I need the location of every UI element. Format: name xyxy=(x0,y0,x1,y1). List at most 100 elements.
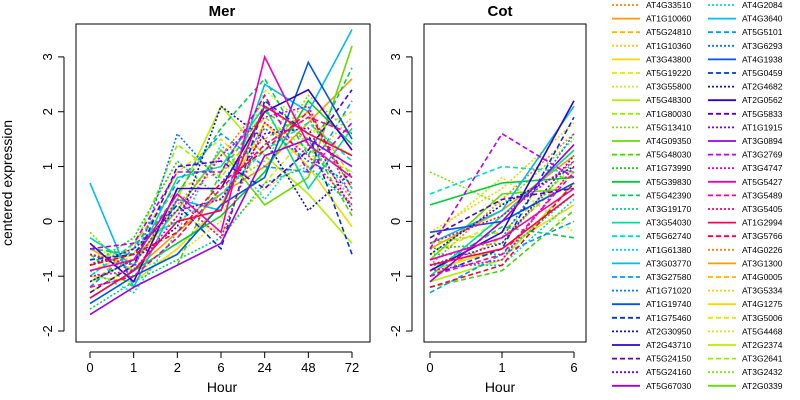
x-tick-label-cot: 6 xyxy=(570,360,577,375)
series-line-mer-28 xyxy=(89,127,353,266)
legend-item-label: AT5G5101 xyxy=(742,27,783,37)
legend-item-label: AT5G19220 xyxy=(646,68,691,78)
y-axis-cot: -2 -1 0 1 2 3 xyxy=(388,53,413,337)
legend-item-label: AT4G09350 xyxy=(646,136,691,146)
legend-item-label: AT2G4682 xyxy=(742,82,783,92)
legend-item-label: AT1G80030 xyxy=(646,109,691,119)
x-tick-label-mer: 1 xyxy=(130,360,137,375)
y-tick-label-mer: 3 xyxy=(40,53,55,60)
series-line-cot-31 xyxy=(429,166,575,272)
legend-item-label: AT4G0226 xyxy=(742,245,783,255)
series-line-mer-16 xyxy=(89,165,353,310)
x-axis-cot: 0 1 6 xyxy=(426,351,578,375)
panel-title-cot: Cot xyxy=(488,3,513,20)
legend-item-label: AT3G0894 xyxy=(742,136,783,146)
legend-item-label: AT5G24810 xyxy=(646,27,691,37)
legend-item-label: AT3G03770 xyxy=(646,258,691,268)
series-line-mer-23 xyxy=(89,60,353,305)
y-axis-title: centered expression xyxy=(0,120,15,246)
legend-item-label: AT1G73990 xyxy=(646,163,691,173)
series-line-mer-30 xyxy=(89,93,353,250)
panel-title-mer: Mer xyxy=(209,3,236,20)
legend-item-label: AT3G6293 xyxy=(742,41,783,51)
plot-frame-cot xyxy=(423,23,587,343)
legend-item-label: AT5G4468 xyxy=(742,326,783,336)
legend-item-label: AT3G5006 xyxy=(742,313,783,323)
legend-item-label: AT3G19170 xyxy=(646,204,691,214)
series-line-cot-7 xyxy=(429,176,575,239)
legend-item-label: AT5G13410 xyxy=(646,122,691,132)
legend-item-label: AT5G24150 xyxy=(646,354,691,364)
legend-item-label: AT3G5489 xyxy=(742,190,783,200)
legend-item-label: AT3G2769 xyxy=(742,150,783,160)
legend: AT4G33510 AT1G10060 AT5G24810 AT1G10360 AT3G… xyxy=(612,0,783,391)
series-line-mer-35 xyxy=(89,105,353,299)
y-tick-label-cot: 2 xyxy=(388,108,403,115)
legend-item-label: AT1G1915 xyxy=(742,122,783,132)
legend-item-label: AT2G0562 xyxy=(742,95,783,105)
legend-item-label: AT3G2432 xyxy=(742,367,783,377)
legend-item-label: AT5G5833 xyxy=(742,109,783,119)
plot-cot xyxy=(429,100,575,294)
legend-item-label: AT1G2994 xyxy=(742,218,783,228)
plot-mer xyxy=(89,29,353,316)
y-tick-label-mer: -2 xyxy=(40,325,55,337)
x-tick-label-mer: 0 xyxy=(86,360,93,375)
legend-item-label: AT4G0005 xyxy=(742,272,783,282)
x-tick-label-mer: 48 xyxy=(301,360,315,375)
x-tick-label-mer: 72 xyxy=(345,360,359,375)
legend-item-label: AT5G0459 xyxy=(742,68,783,78)
series-line-cot-20 xyxy=(429,105,575,245)
legend-item-label: AT4G1275 xyxy=(742,299,783,309)
series-line-cot-35 xyxy=(429,193,575,266)
y-tick-label-cot: 3 xyxy=(388,53,403,60)
series-line-cot-32 xyxy=(429,187,575,261)
legend-item-label: AT3G55800 xyxy=(646,82,691,92)
legend-item-label: AT5G48300 xyxy=(646,95,691,105)
series-line-mer-32 xyxy=(89,54,353,272)
legend-item-label: AT4G3640 xyxy=(742,14,783,24)
legend-item-label: AT1G10360 xyxy=(646,41,691,51)
legend-item-label: AT2G0339 xyxy=(742,381,783,391)
legend-item-label: AT3G54030 xyxy=(646,218,691,228)
x-axis-mer: 0 1 2 6 24 48 72 xyxy=(86,351,359,375)
legend-item-label: AT4G1938 xyxy=(742,54,783,64)
series-line-mer-29 xyxy=(89,138,353,316)
x-axis-title-mer: Hour xyxy=(207,379,238,395)
x-tick-label-mer: 2 xyxy=(174,360,181,375)
legend-item-label: AT5G39830 xyxy=(646,177,691,187)
x-tick-label-mer: 6 xyxy=(217,360,224,375)
legend-item-label: AT1G75460 xyxy=(646,313,691,323)
x-tick-label-mer: 24 xyxy=(257,360,271,375)
series-line-mer-34 xyxy=(89,121,353,267)
legend-item-label: AT5G48030 xyxy=(646,150,691,160)
legend-item-label: AT1G19740 xyxy=(646,299,691,309)
series-line-cot-33 xyxy=(429,171,575,277)
series-line-mer-21 xyxy=(89,100,353,288)
x-tick-label-cot: 0 xyxy=(426,360,433,375)
y-tick-label-cot: -1 xyxy=(388,270,403,282)
y-tick-label-cot: 0 xyxy=(388,218,403,225)
series-line-mer-33 xyxy=(89,116,353,288)
y-tick-label-mer: 2 xyxy=(40,108,55,115)
legend-item-label: AT3G5405 xyxy=(742,204,783,214)
y-tick-label-mer: -1 xyxy=(40,270,55,282)
series-line-mer-22 xyxy=(89,127,353,272)
y-axis-mer: -2 -1 0 1 2 3 xyxy=(40,53,65,337)
legend-item-label: AT3G5334 xyxy=(742,286,783,296)
series-line-cot-18 xyxy=(429,165,575,195)
series-line-mer-18 xyxy=(89,121,353,277)
legend-item-label: AT4G33510 xyxy=(646,0,691,10)
series-line-mer-9 xyxy=(89,116,353,261)
legend-item-label: AT2G43710 xyxy=(646,340,691,350)
series-line-cot-29 xyxy=(429,144,575,283)
series-line-mer-36 xyxy=(89,110,353,266)
legend-item-label: AT3G4747 xyxy=(742,163,783,173)
legend-item-label: AT5G24160 xyxy=(646,367,691,377)
x-axis-title-cot: Hour xyxy=(485,379,516,395)
y-tick-label-cot: 1 xyxy=(388,163,403,170)
legend-item-label: AT2G2374 xyxy=(742,340,783,350)
series-line-cot-12 xyxy=(429,209,575,288)
series-line-cot-27 xyxy=(429,187,575,239)
